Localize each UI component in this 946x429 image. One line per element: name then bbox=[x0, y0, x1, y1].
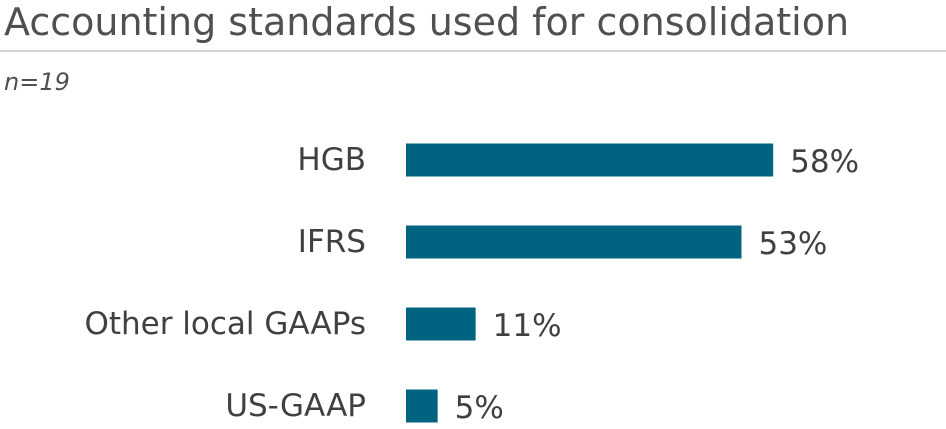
category-label: US-GAAP bbox=[225, 388, 366, 424]
value-label: 58% bbox=[790, 144, 859, 180]
category-label: Other local GAAPs bbox=[84, 306, 366, 342]
value-label: 11% bbox=[493, 308, 562, 344]
value-label: 5% bbox=[455, 390, 504, 426]
value-label: 53% bbox=[758, 226, 827, 262]
title-divider bbox=[0, 50, 946, 52]
category-label: IFRS bbox=[298, 224, 366, 260]
bar-hgb bbox=[406, 143, 774, 177]
sample-size-label: n=19 bbox=[4, 68, 70, 96]
bar-us-gaap bbox=[406, 389, 438, 423]
chart-title: Accounting standards used for consolidat… bbox=[4, 0, 850, 44]
category-label: HGB bbox=[297, 142, 366, 178]
bar-ifrs bbox=[406, 225, 742, 259]
bar-other-local-gaaps bbox=[406, 307, 476, 341]
